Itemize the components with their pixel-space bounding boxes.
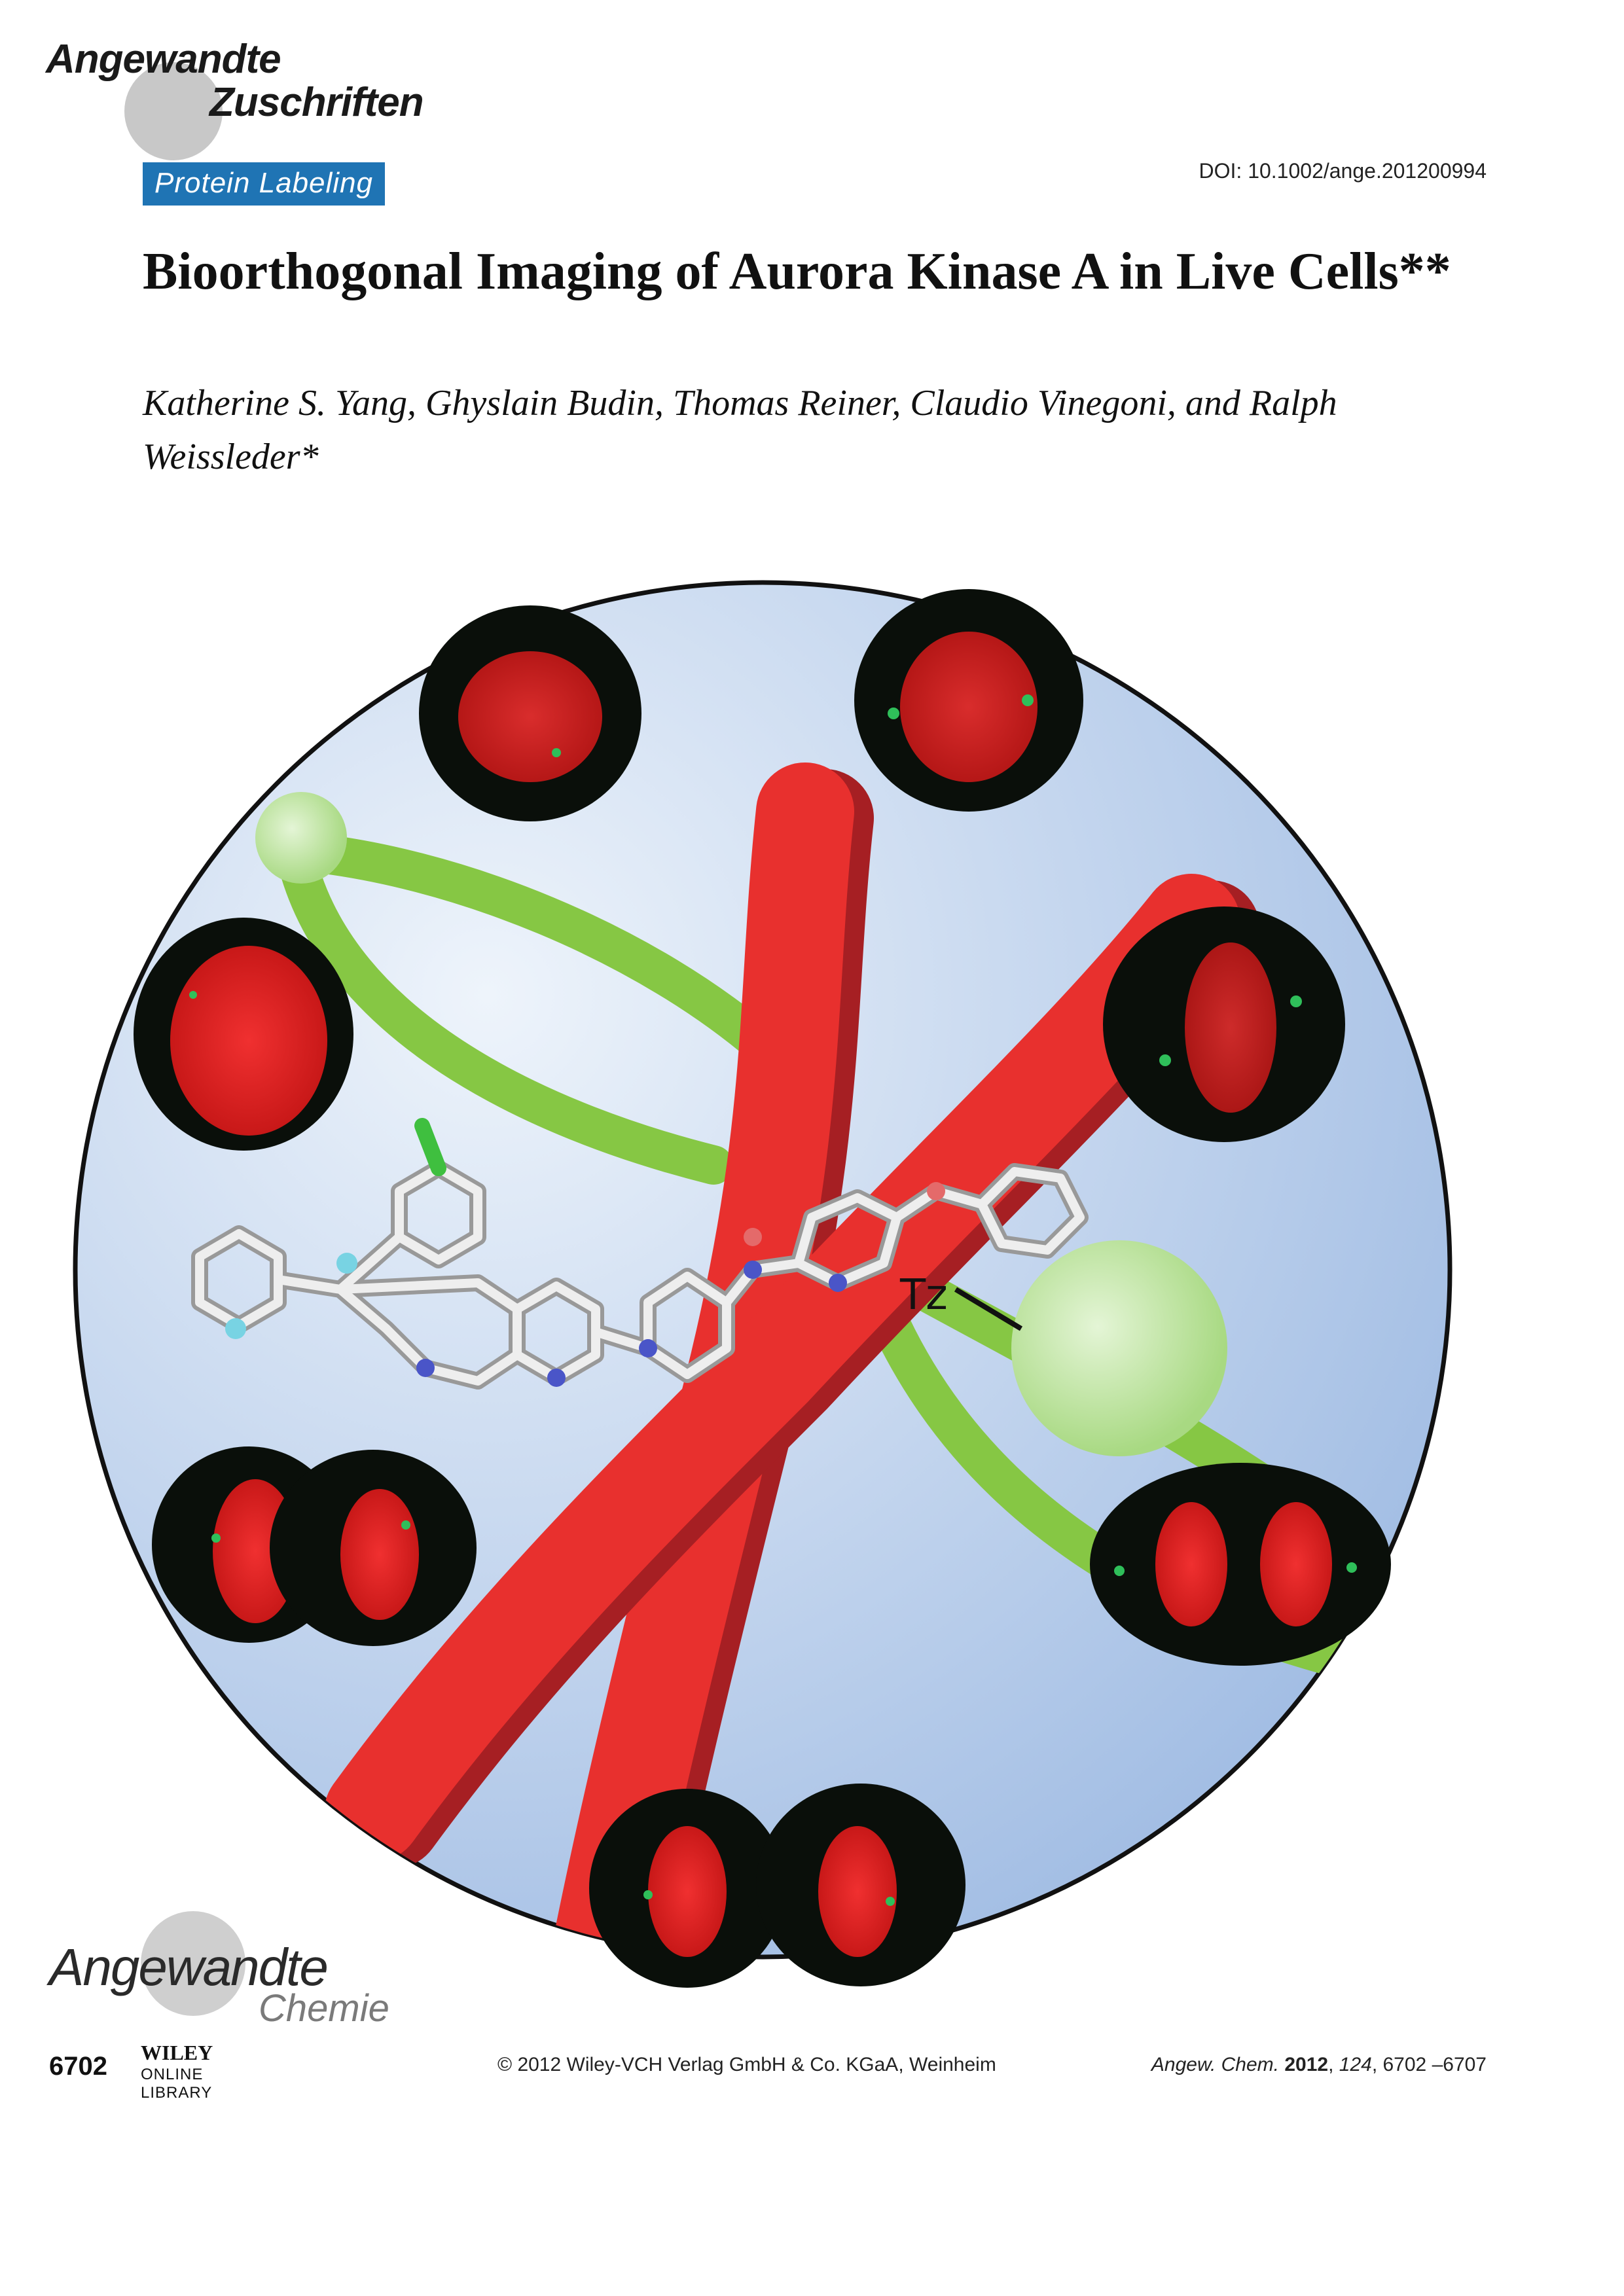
article-authors: Katherine S. Yang, Ghyslain Budin, Thoma… (143, 383, 1337, 477)
page-number: 6702 (49, 2052, 107, 2081)
journal-mark: Angewandte Zuschriften (46, 36, 439, 160)
brand-line2: Chemie (259, 1987, 389, 2030)
microscopy-image-7 (1090, 1463, 1391, 1666)
doi[interactable]: DOI: 10.1002/ange.201200994 (1199, 159, 1487, 183)
article-title: Bioorthogonal Imaging of Aurora Kinase A… (143, 243, 1451, 300)
journal-mark-line2: Zuschriften (209, 80, 424, 125)
citation-volume: 124 (1339, 2054, 1372, 2075)
tz-label: Tz (899, 1271, 1023, 1331)
citation: Angew. Chem. 2012, 124, 6702 –6707 (1151, 2054, 1487, 2075)
brand-disc (141, 1911, 245, 2016)
wiley-logo-line1: WILEY (141, 2041, 213, 2064)
citation-year: 2012 (1284, 2054, 1329, 2075)
journal-mark-disc (124, 62, 223, 160)
microscopy-image-6 (270, 1450, 477, 1646)
section-badge: Protein Labeling (143, 162, 386, 206)
journal-brand: Angewandte Chemie (49, 1911, 442, 2036)
wiley-logo-line2: ONLINE LIBRARY (141, 2066, 213, 2102)
svg-text:Tz: Tz (899, 1271, 948, 1319)
journal-mark-line1: Angewandte (46, 37, 281, 82)
citation-journal: Angew. Chem. (1151, 2054, 1279, 2075)
molecule-inhibitor (191, 1118, 1089, 1390)
microscopy-image-2 (854, 589, 1083, 812)
citation-pages: 6702 –6707 (1382, 2054, 1487, 2075)
chromosome (324, 762, 1260, 1957)
spindle-fibers-left (275, 831, 792, 1185)
centrosome-top-left (255, 792, 347, 884)
microscopy-image-8 (589, 1789, 785, 1988)
microscopy-image-4 (1103, 906, 1345, 1142)
centrosome-right (1011, 1240, 1227, 1456)
microscopy-image-9 (756, 1784, 965, 1986)
microscopy-image-1 (419, 605, 641, 821)
graphical-abstract: Tz (73, 580, 1453, 1988)
wiley-online-library-logo[interactable]: WILEY ONLINE LIBRARY (141, 2041, 278, 2102)
microscopy-image-3 (134, 918, 353, 1151)
brand-line1: Angewandte (49, 1938, 329, 1996)
copyright-notice: © 2012 Wiley-VCH Verlag GmbH & Co. KGaA,… (497, 2054, 996, 2075)
